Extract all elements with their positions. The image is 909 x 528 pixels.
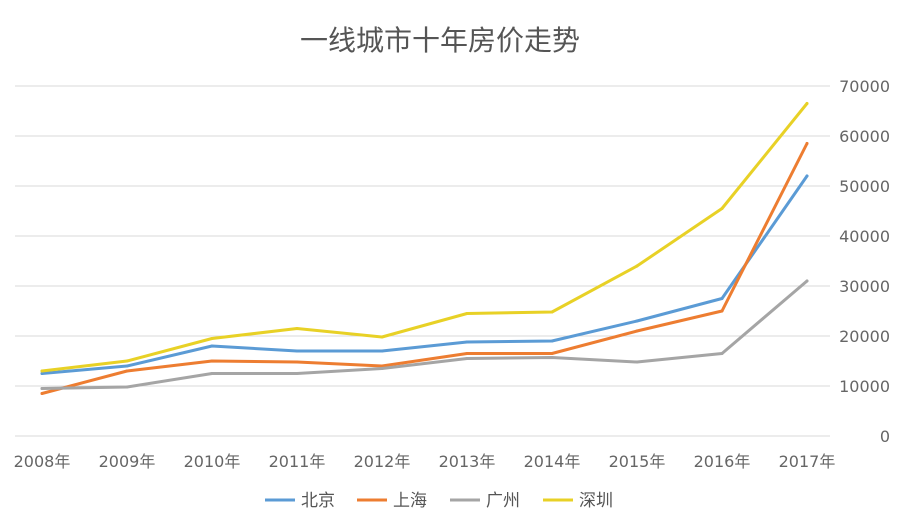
data-point <box>210 344 214 348</box>
x-tick-label: 2009年 <box>99 452 156 471</box>
series-line <box>40 102 809 373</box>
data-point <box>295 372 299 375</box>
data-point <box>635 264 639 268</box>
data-point <box>550 352 554 355</box>
data-point <box>550 339 554 343</box>
data-point <box>550 356 554 359</box>
data-point <box>40 372 44 375</box>
data-point <box>380 364 384 368</box>
data-point <box>380 367 384 370</box>
y-tick-label: 70000 <box>839 77 890 96</box>
legend-label: 上海 <box>393 491 427 511</box>
x-axis-ticks: 2008年 2009年 2010年 2011年 2012年 2013年 2014年 2015年… <box>14 452 836 471</box>
series-3 <box>40 102 809 373</box>
data-point <box>720 297 724 300</box>
data-point <box>720 309 724 313</box>
data-point <box>40 369 44 373</box>
y-tick-label: 30000 <box>839 277 890 296</box>
data-point <box>550 310 554 314</box>
y-tick-label: 20000 <box>839 327 890 346</box>
x-tick-label: 2011年 <box>269 452 326 471</box>
x-tick-label: 2008年 <box>14 452 71 471</box>
data-point <box>295 327 299 330</box>
data-point <box>720 207 724 210</box>
data-point <box>40 392 44 395</box>
legend-label: 北京 <box>301 491 335 511</box>
legend-label: 深圳 <box>579 491 613 511</box>
data-point <box>125 369 129 373</box>
data-point <box>210 372 214 375</box>
legend-label: 广州 <box>486 491 520 511</box>
chart-title: 一线城市十年房价走势 <box>300 24 580 57</box>
y-tick-label: 60000 <box>839 127 890 146</box>
data-point <box>210 359 214 363</box>
data-point <box>125 385 129 389</box>
legend-item: 广州 <box>450 491 520 511</box>
data-point <box>40 387 44 390</box>
legend: 北京 上海 广州 深圳 <box>265 491 613 511</box>
data-point <box>380 335 384 339</box>
gridlines <box>15 85 830 437</box>
y-tick-label: 40000 <box>839 227 890 246</box>
x-tick-label: 2016年 <box>694 452 751 471</box>
data-point <box>380 349 384 353</box>
series-line <box>40 279 809 390</box>
data-point <box>805 142 809 145</box>
series-lines <box>40 102 809 395</box>
y-axis-ticks: 0 10000 20000 30000 40000 50000 60000 70000 <box>839 77 890 446</box>
x-tick-label: 2010年 <box>184 452 241 471</box>
data-point <box>635 360 639 364</box>
data-point <box>125 364 129 368</box>
data-point <box>805 279 809 283</box>
data-point <box>720 352 724 355</box>
legend-item: 北京 <box>265 491 335 511</box>
data-point <box>465 340 469 344</box>
series-2 <box>40 279 809 390</box>
data-point <box>465 357 469 360</box>
x-tick-label: 2013年 <box>439 452 496 471</box>
y-tick-label: 10000 <box>839 377 890 396</box>
y-tick-label: 0 <box>880 427 890 446</box>
data-point <box>210 337 214 340</box>
data-point <box>805 174 809 178</box>
y-tick-label: 50000 <box>839 177 890 196</box>
data-point <box>635 319 639 323</box>
series-line <box>40 142 809 395</box>
data-point <box>125 359 129 363</box>
x-tick-label: 2015年 <box>609 452 666 471</box>
data-point <box>295 360 299 364</box>
series-1 <box>40 142 809 395</box>
x-tick-label: 2017年 <box>779 452 836 471</box>
x-tick-label: 2012年 <box>354 452 411 471</box>
series-line <box>40 174 809 375</box>
x-tick-label: 2014年 <box>524 452 581 471</box>
series-0 <box>40 174 809 375</box>
data-point <box>635 329 639 333</box>
data-point <box>465 312 469 315</box>
data-point <box>805 102 809 105</box>
data-point <box>295 349 299 353</box>
legend-item: 上海 <box>357 491 427 511</box>
legend-item: 深圳 <box>543 491 613 511</box>
data-point <box>465 352 469 355</box>
